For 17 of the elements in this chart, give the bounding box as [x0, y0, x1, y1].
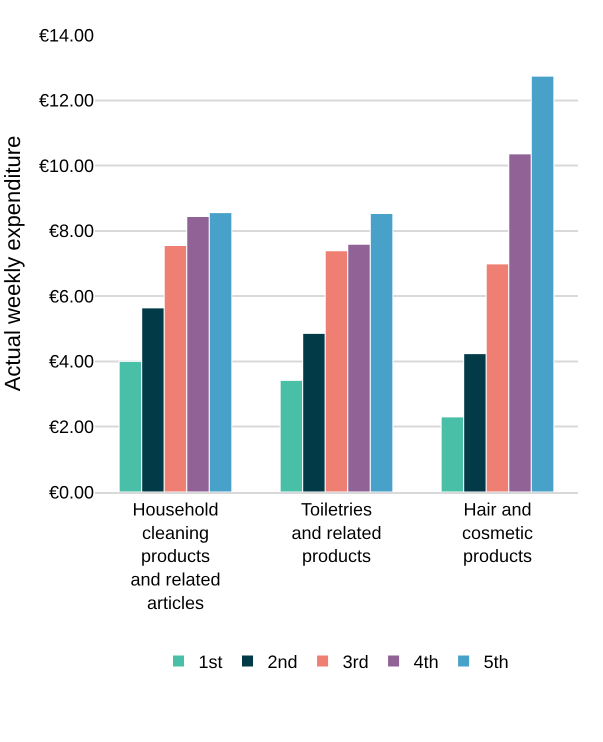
legend-label: 3rd	[342, 652, 369, 672]
y-tick-label: €6.00	[48, 286, 94, 306]
y-tick-label: €0.00	[48, 482, 94, 502]
x-tick-label: Household cleaning products and related articles	[130, 499, 221, 613]
legend-label: 2nd	[268, 652, 298, 672]
y-tick-label: €12.00	[38, 90, 94, 111]
y-axis-title: Actual weekly expenditure	[0, 136, 25, 392]
x-tick-label: Toiletries and related products	[291, 499, 382, 566]
y-tick-label: €2.00	[48, 417, 94, 438]
legend-label: 4th	[414, 652, 439, 672]
y-tick-label: €14.00	[38, 25, 94, 46]
y-tick-label: €10.00	[38, 156, 94, 176]
y-tick-label: €8.00	[48, 221, 94, 242]
legend-label: 1st	[198, 652, 223, 672]
y-tick-label: €4.00	[48, 352, 94, 372]
x-tick-label: Hair and cosmetic products	[462, 499, 534, 566]
legend-label: 5th	[484, 652, 509, 672]
